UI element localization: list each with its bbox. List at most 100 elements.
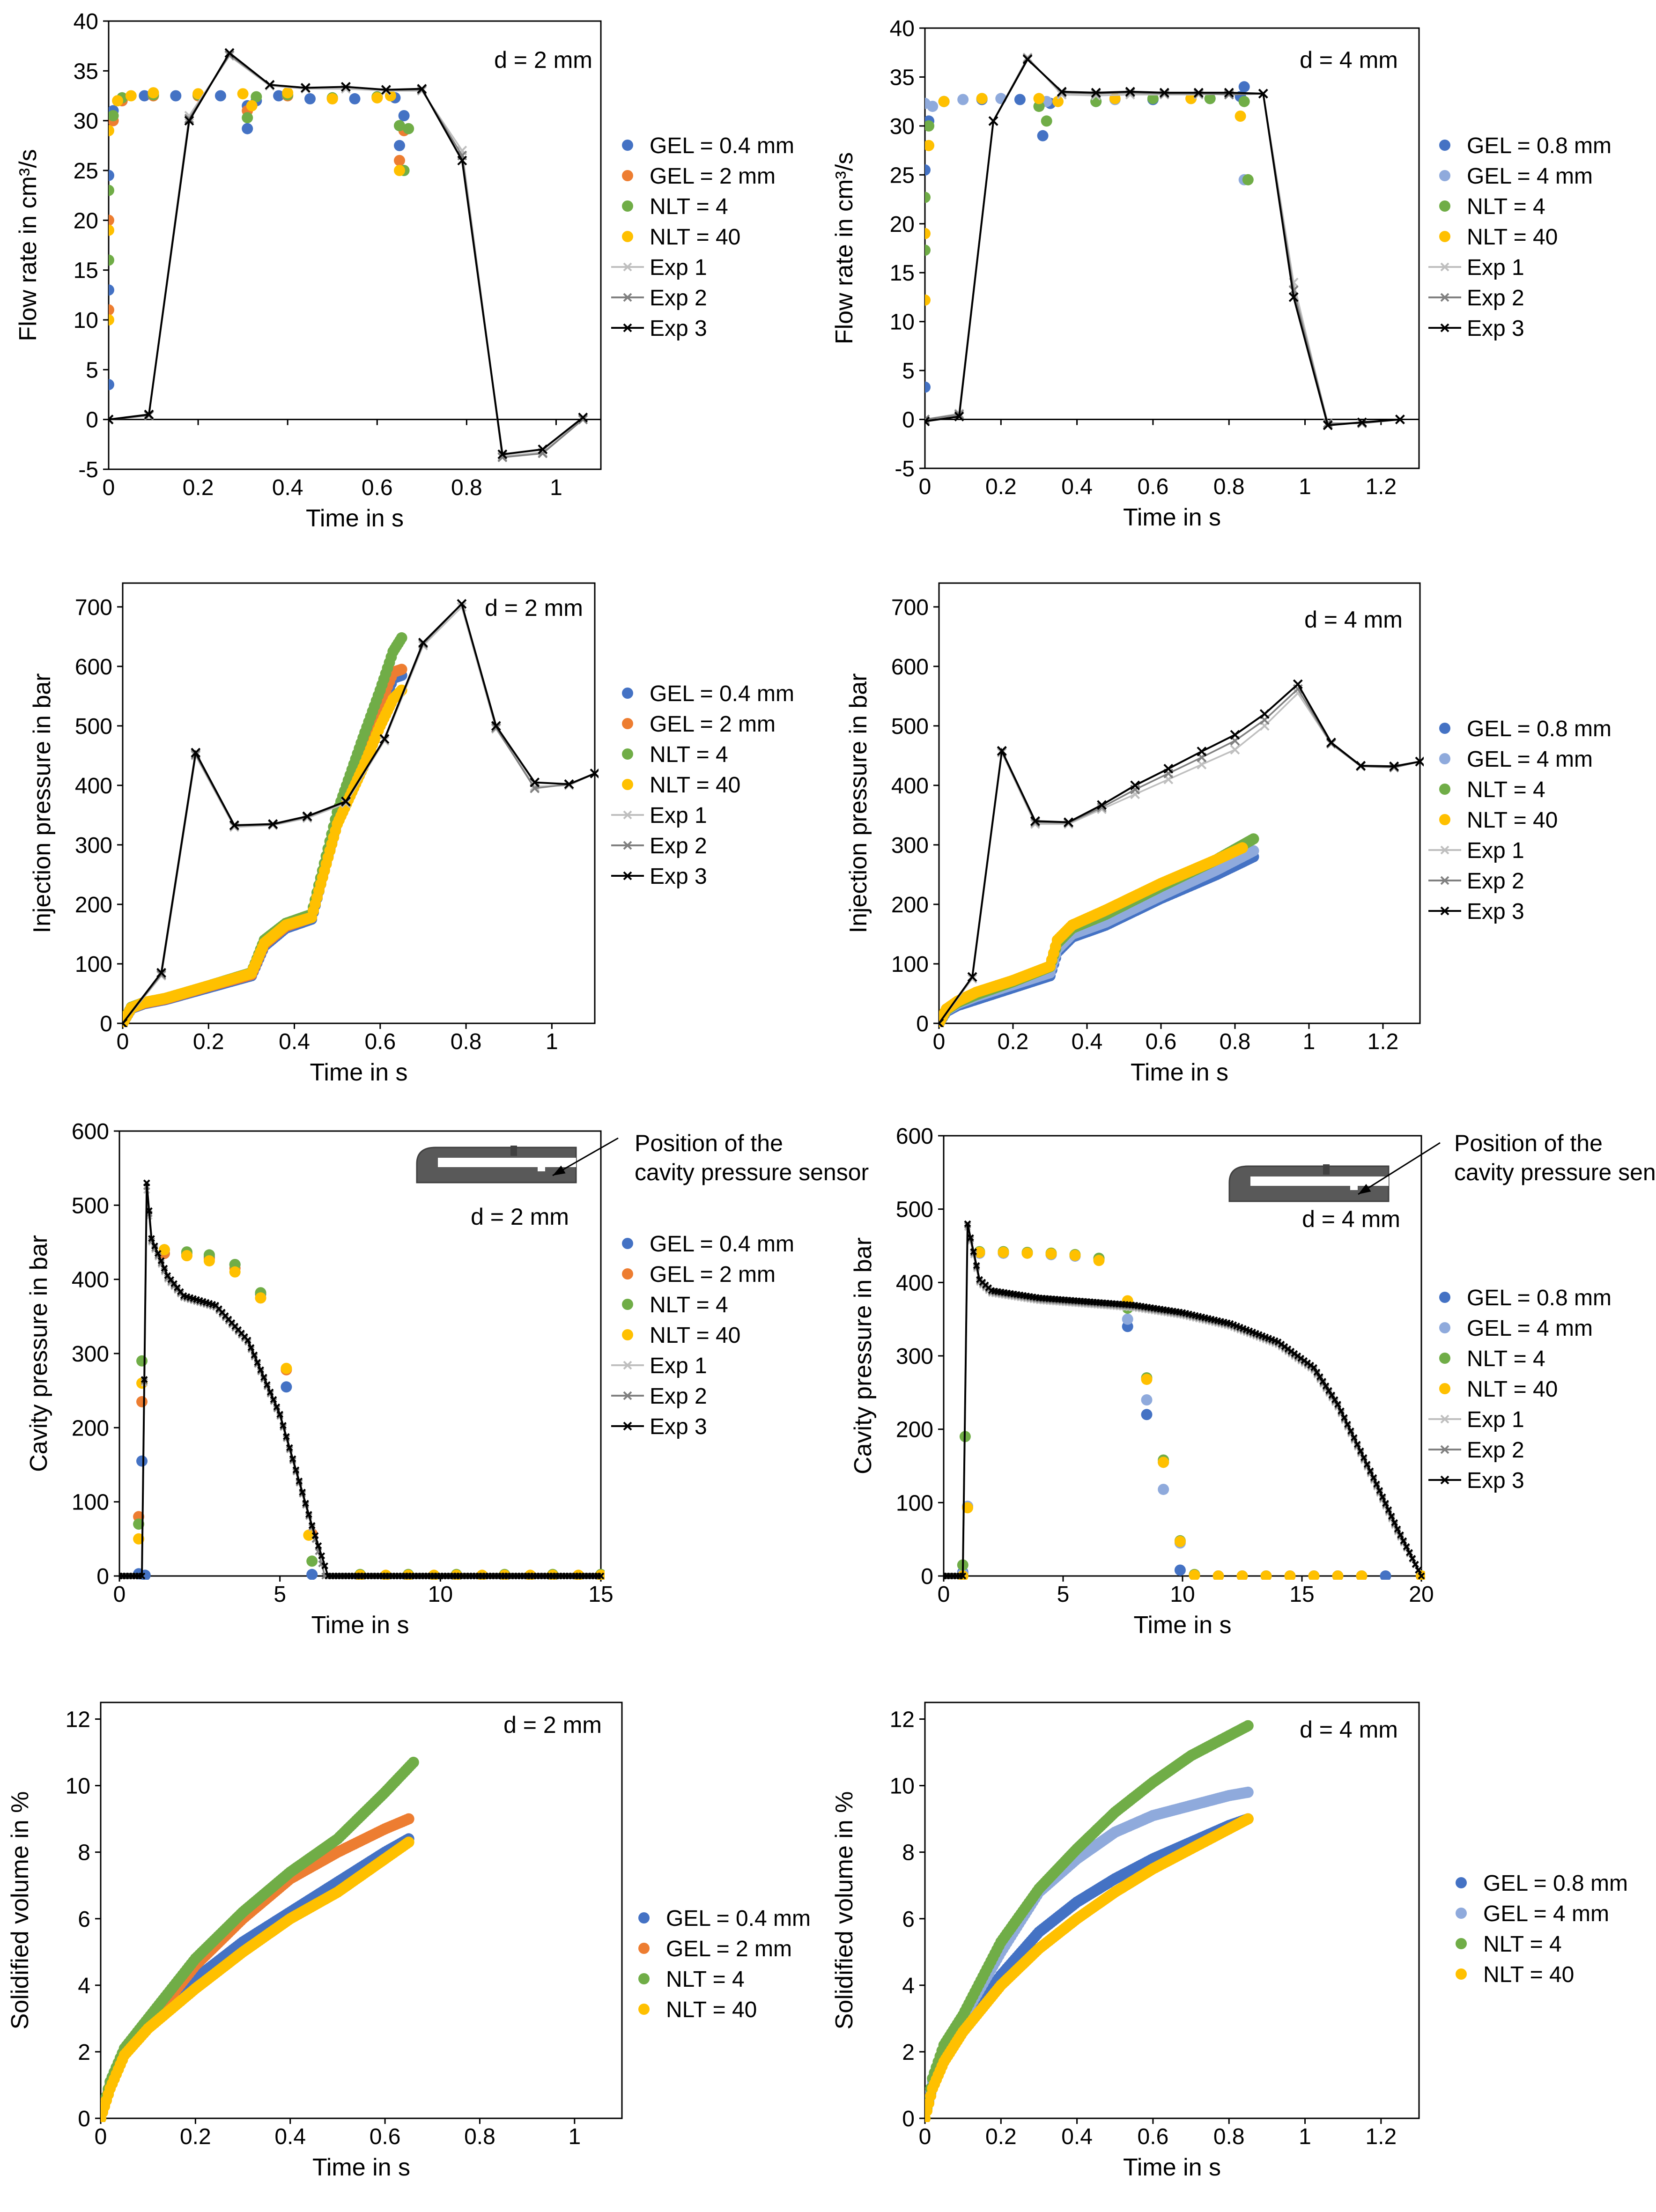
legend: GEL = 0.8 mm GEL = 4 mm NLT = 4 NLT = 40 Exp… — [1428, 717, 1612, 924]
chart-flow_4mm: 0 0.2 0.4 0.6 0.8 1 1.2-50510152025303540Time … — [831, 16, 1612, 531]
y-tick-label: 30 — [890, 114, 915, 139]
legend-label: GEL = 4 mm — [1467, 1316, 1593, 1341]
legend-item: GEL = 2 mm — [638, 1937, 792, 1961]
x-tick-label: 0 — [117, 1029, 129, 1054]
data-point — [1014, 94, 1026, 105]
data-marker — [1316, 1373, 1323, 1381]
legend-label: NLT = 40 — [1483, 1962, 1574, 1987]
panel-title: d = 4 mm — [1302, 1206, 1400, 1232]
data-marker — [1097, 800, 1107, 810]
legend-item: GEL = 0.8 mm — [1439, 1286, 1612, 1310]
data-point — [403, 123, 414, 134]
y-tick-label: 700 — [75, 595, 112, 620]
legend-label: GEL = 2 mm — [650, 712, 776, 737]
legend-item: GEL = 0.4 mm — [622, 1232, 794, 1257]
data-marker — [224, 48, 235, 58]
data-point — [938, 96, 950, 107]
data-marker — [1415, 756, 1424, 767]
data-point — [136, 1355, 148, 1367]
legend-dot-swatch — [622, 231, 633, 242]
x-tick-label: 10 — [1170, 1582, 1195, 1607]
y-tick-label: 4 — [902, 1974, 915, 1998]
series-line — [925, 57, 1400, 424]
legend-label: NLT = 40 — [666, 1997, 757, 2022]
data-marker — [1230, 745, 1240, 755]
plot-area — [925, 1720, 1254, 2122]
data-marker — [997, 746, 1007, 756]
x-tick-label: 0.2 — [193, 1029, 224, 1054]
data-marker — [1322, 1382, 1330, 1390]
data-point — [214, 90, 226, 102]
series-gel-4-mm — [925, 93, 1250, 185]
data-point — [925, 120, 935, 132]
legend-label: Exp 3 — [1467, 1468, 1524, 1493]
legend-dot-swatch — [638, 2004, 650, 2015]
data-point — [925, 192, 931, 203]
data-point — [1242, 174, 1254, 185]
legend: GEL = 0.8 mm GEL = 4 mm NLT = 4 NLT = 40 — [1456, 1871, 1628, 1987]
data-point — [1052, 96, 1064, 107]
series-exp-2 — [944, 1221, 1425, 1580]
legend-dot-swatch — [622, 170, 633, 181]
data-point — [394, 155, 405, 166]
y-tick-label: 35 — [74, 59, 98, 84]
data-point — [1141, 1394, 1153, 1406]
y-tick-label: 400 — [72, 1268, 109, 1293]
legend-marker — [623, 323, 632, 333]
legend-item: GEL = 0.4 mm — [638, 1906, 811, 1931]
y-tick-label: 600 — [896, 1124, 933, 1149]
legend-label: Exp 2 — [1467, 286, 1524, 311]
data-marker — [266, 1388, 274, 1396]
plot-area — [939, 679, 1424, 1027]
plot-area — [101, 1756, 419, 2122]
series-exp-3 — [109, 48, 588, 459]
sensor-arrow — [1358, 1142, 1441, 1195]
x-tick-label: 0.4 — [1061, 2124, 1093, 2149]
data-marker — [1357, 1447, 1364, 1455]
data-point — [304, 93, 316, 104]
x-tick-label: 0 — [95, 2124, 107, 2149]
series-line — [123, 605, 595, 1024]
x-tick-label: 0.6 — [1146, 1029, 1177, 1054]
legend-item: NLT = 40 — [622, 225, 740, 250]
data-marker — [1350, 1434, 1358, 1442]
data-marker — [1022, 54, 1033, 65]
legend-label: NLT = 4 — [650, 194, 728, 219]
sensor-marker — [538, 1164, 545, 1171]
legend-marker — [1440, 1414, 1449, 1424]
data-point — [109, 170, 114, 181]
data-marker — [184, 116, 194, 126]
data-point — [998, 1247, 1009, 1258]
data-marker — [1163, 763, 1174, 774]
y-axis-title: Flow rate in cm³/s — [831, 152, 858, 344]
data-point — [1093, 1255, 1105, 1266]
x-tick-label: 1 — [550, 475, 562, 500]
legend-label: Exp 3 — [1467, 899, 1524, 924]
legend-label: GEL = 4 mm — [1467, 164, 1593, 189]
legend-dot-swatch — [622, 200, 633, 212]
data-marker — [1258, 89, 1268, 99]
series-gel-0-4-mm — [133, 1248, 605, 1580]
legend-item: GEL = 4 mm — [1456, 1901, 1609, 1926]
y-tick-label: 200 — [896, 1418, 933, 1443]
series-line — [944, 1227, 1422, 1577]
data-marker — [1356, 761, 1366, 771]
legend-item: Exp 3 — [1428, 1468, 1524, 1493]
legend-dot-swatch — [1456, 1877, 1467, 1888]
y-tick-label: 100 — [896, 1491, 933, 1516]
data-point — [148, 87, 159, 99]
legend-marker — [623, 810, 632, 820]
data-point — [1242, 1786, 1254, 1798]
legend-dot-swatch — [1439, 170, 1450, 181]
x-tick-label: 0 — [113, 1582, 126, 1607]
legend-item: GEL = 2 mm — [622, 1262, 776, 1287]
legend-label: GEL = 0.8 mm — [1483, 1871, 1628, 1896]
series-gel-2-mm — [109, 90, 410, 316]
legend-item: Exp 2 — [611, 286, 707, 311]
y-axis-title: Injection pressure in bar — [845, 673, 872, 933]
data-marker — [564, 779, 574, 789]
data-marker — [530, 777, 540, 787]
series-gel-4-mm — [957, 1247, 1200, 1580]
legend-marker — [1440, 876, 1449, 885]
data-marker — [151, 1243, 158, 1250]
